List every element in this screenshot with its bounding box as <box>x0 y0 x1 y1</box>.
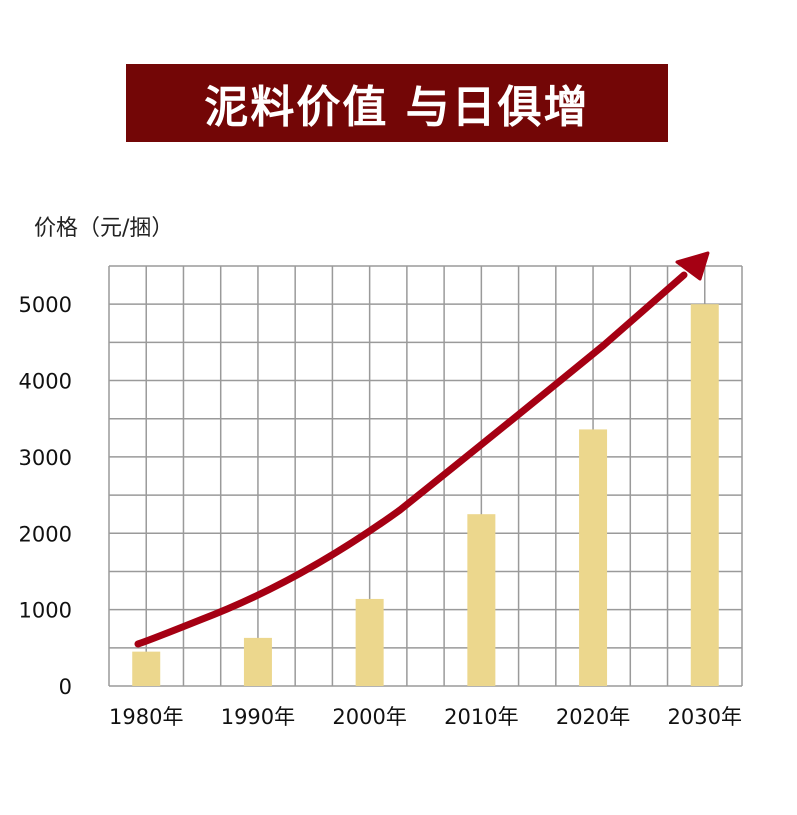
bar-3 <box>467 514 496 686</box>
y-tick-label: 3000 <box>19 446 72 470</box>
x-tick-label: 1980年 <box>109 705 183 729</box>
bar-2 <box>355 598 384 686</box>
bar-4 <box>579 429 608 686</box>
x-tick-label: 1990年 <box>221 705 295 729</box>
x-tick-label: 2030年 <box>668 705 742 729</box>
y-tick-label: 1000 <box>19 599 72 623</box>
bar-5 <box>690 304 719 686</box>
bar-0 <box>132 651 161 686</box>
y-tick-label: 5000 <box>19 293 72 317</box>
bar-1 <box>243 637 272 686</box>
trend-arrow-line <box>134 271 688 648</box>
x-tick-label: 2000年 <box>332 705 406 729</box>
y-tick-label: 2000 <box>19 522 72 546</box>
y-tick-label: 0 <box>59 675 72 699</box>
trend-arrow-head <box>675 251 710 281</box>
x-tick-label: 2020年 <box>556 705 630 729</box>
chart-title: 泥料价值 与日俱增 <box>126 64 668 142</box>
x-tick-label: 2010年 <box>444 705 518 729</box>
y-tick-label: 4000 <box>19 370 72 394</box>
y-axis-label: 价格（元/捆） <box>34 216 174 241</box>
